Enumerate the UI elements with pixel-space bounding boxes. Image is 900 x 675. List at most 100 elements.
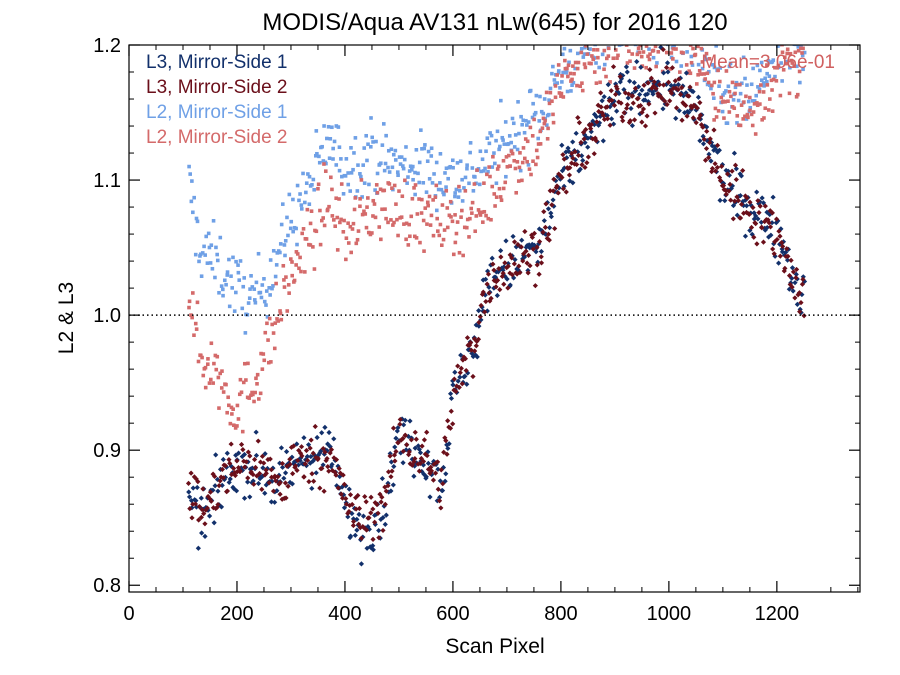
point-l3-mirror-side-2: [456, 384, 462, 391]
point-l2-mirror-side-2: [300, 231, 305, 236]
point-l3-mirror-side-1: [277, 460, 283, 466]
point-l2-mirror-side-1: [360, 195, 364, 199]
point-l2-mirror-side-1: [371, 140, 375, 144]
point-l2-mirror-side-2: [265, 321, 269, 326]
point-l2-mirror-side-1: [337, 168, 342, 173]
point-l3-mirror-side-1: [394, 428, 400, 434]
point-l2-mirror-side-1: [322, 124, 326, 128]
point-l2-mirror-side-2: [433, 195, 438, 199]
point-l2-mirror-side-1: [240, 306, 245, 311]
point-l2-mirror-side-2: [651, 48, 656, 53]
point-l2-mirror-side-1: [785, 28, 789, 32]
point-l2-mirror-side-2: [287, 291, 291, 295]
point-l2-mirror-side-2: [504, 155, 509, 159]
legend-entry: L2, Mirror-Side 1: [146, 102, 288, 123]
point-l2-mirror-side-2: [318, 208, 322, 213]
point-l2-mirror-side-2: [647, 57, 652, 62]
point-l2-mirror-side-1: [304, 181, 309, 185]
point-l2-mirror-side-1: [396, 173, 400, 178]
point-l3-mirror-side-1: [231, 486, 237, 492]
point-l3-mirror-side-1: [505, 260, 511, 267]
point-l3-mirror-side-2: [598, 104, 604, 110]
point-l3-mirror-side-2: [789, 284, 795, 290]
point-l3-mirror-side-2: [462, 356, 469, 362]
point-l2-mirror-side-1: [192, 195, 196, 200]
point-l2-mirror-side-2: [768, 97, 772, 101]
point-l3-mirror-side-2: [395, 440, 401, 446]
point-l3-mirror-side-2: [544, 235, 550, 241]
point-l2-mirror-side-2: [380, 207, 384, 212]
point-l2-mirror-side-2: [521, 146, 526, 150]
point-l2-mirror-side-2: [576, 60, 581, 65]
point-l3-mirror-side-2: [596, 108, 602, 115]
point-l2-mirror-side-1: [470, 166, 475, 170]
point-l2-mirror-side-1: [262, 277, 266, 281]
point-l3-mirror-side-2: [215, 501, 221, 508]
point-l2-mirror-side-2: [541, 116, 546, 121]
point-l2-mirror-side-2: [595, 48, 600, 52]
point-l2-mirror-side-2: [792, 38, 796, 42]
point-l2-mirror-side-1: [260, 283, 265, 287]
point-l2-mirror-side-2: [758, 102, 762, 106]
point-l3-mirror-side-2: [298, 444, 305, 450]
point-l2-mirror-side-1: [352, 151, 356, 155]
point-l2-mirror-side-2: [691, 46, 695, 51]
point-l2-mirror-side-1: [225, 273, 230, 277]
point-l3-mirror-side-2: [463, 367, 469, 374]
point-l3-mirror-side-1: [329, 461, 335, 468]
point-l3-mirror-side-2: [530, 246, 536, 252]
point-l2-mirror-side-2: [518, 151, 522, 155]
point-l2-mirror-side-1: [234, 290, 238, 295]
point-l3-mirror-side-1: [372, 521, 378, 528]
point-l3-mirror-side-2: [324, 455, 330, 462]
x-tick-label: 600: [436, 603, 469, 625]
point-l3-mirror-side-2: [560, 152, 566, 158]
point-l2-mirror-side-2: [438, 222, 443, 227]
point-l2-mirror-side-2: [240, 429, 245, 434]
point-l3-mirror-side-1: [762, 227, 768, 233]
point-l3-mirror-side-2: [653, 85, 659, 92]
point-l3-mirror-side-1: [311, 452, 318, 458]
point-l3-mirror-side-2: [370, 506, 376, 512]
point-l2-mirror-side-1: [406, 175, 410, 179]
point-l2-mirror-side-1: [211, 218, 216, 223]
point-l3-mirror-side-1: [673, 115, 679, 121]
point-l3-mirror-side-2: [630, 100, 636, 106]
point-l3-mirror-side-2: [550, 188, 556, 194]
point-l3-mirror-side-1: [575, 149, 581, 155]
point-l3-mirror-side-1: [601, 94, 607, 100]
point-l3-mirror-side-2: [204, 505, 211, 511]
point-l2-mirror-side-1: [465, 166, 469, 171]
point-l2-mirror-side-1: [423, 143, 427, 147]
point-l2-mirror-side-1: [349, 171, 354, 175]
point-l2-mirror-side-2: [705, 71, 710, 76]
point-l2-mirror-side-1: [313, 153, 318, 158]
point-l3-mirror-side-1: [218, 504, 225, 510]
point-l3-mirror-side-2: [189, 515, 195, 521]
point-l2-mirror-side-2: [230, 412, 234, 416]
point-l3-mirror-side-2: [440, 481, 446, 487]
point-l2-mirror-side-2: [308, 221, 313, 226]
point-l3-mirror-side-2: [323, 457, 329, 464]
point-l2-mirror-side-1: [792, 38, 796, 42]
point-l2-mirror-side-1: [773, 74, 777, 79]
point-l2-mirror-side-2: [732, 106, 737, 111]
point-l2-mirror-side-2: [311, 245, 315, 249]
point-l3-mirror-side-1: [671, 83, 678, 89]
point-l3-mirror-side-2: [536, 239, 543, 245]
point-l2-mirror-side-1: [426, 149, 431, 154]
point-l2-mirror-side-2: [224, 382, 228, 387]
point-l3-mirror-side-2: [647, 67, 653, 73]
point-l2-mirror-side-1: [295, 183, 300, 188]
point-l3-mirror-side-2: [424, 452, 430, 459]
point-l3-mirror-side-2: [549, 202, 555, 208]
point-l3-mirror-side-2: [522, 228, 528, 235]
point-l2-mirror-side-2: [377, 225, 382, 229]
point-l3-mirror-side-2: [321, 488, 327, 494]
point-l3-mirror-side-1: [555, 173, 561, 180]
point-l3-mirror-side-2: [546, 237, 552, 243]
point-l3-mirror-side-1: [476, 307, 482, 314]
point-l3-mirror-side-1: [509, 253, 515, 259]
point-l2-mirror-side-2: [557, 91, 562, 95]
point-l3-mirror-side-1: [545, 206, 552, 212]
